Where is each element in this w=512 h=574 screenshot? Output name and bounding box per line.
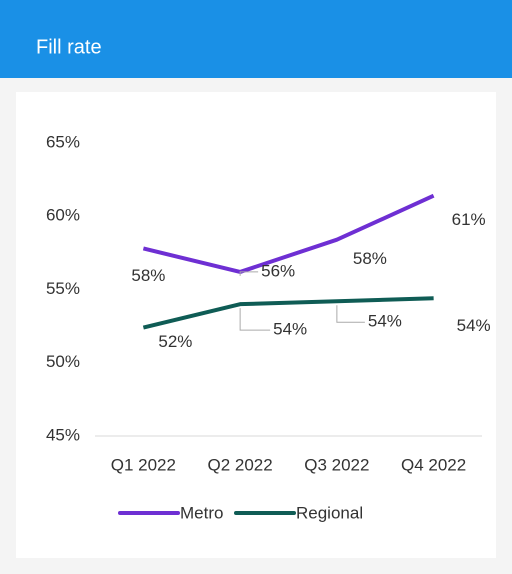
x-tick-label: Q3 2022	[304, 455, 369, 474]
y-tick-label: 55%	[46, 279, 80, 298]
data-label: 58%	[131, 266, 165, 285]
y-tick-label: 65%	[46, 132, 80, 151]
leader-line	[239, 308, 271, 331]
x-tick-label: Q4 2022	[401, 455, 466, 474]
series-line	[142, 193, 435, 274]
header	[0, 0, 512, 78]
leader-line	[336, 305, 365, 323]
x-tick-label: Q1 2022	[111, 455, 176, 474]
y-tick-label: 60%	[46, 206, 80, 225]
card	[16, 92, 496, 558]
data-label: 54%	[273, 320, 307, 339]
data-label: 58%	[353, 249, 387, 268]
series-line	[142, 296, 434, 330]
data-label: 54%	[457, 316, 491, 335]
data-label: 61%	[452, 210, 486, 229]
x-tick-label: Q2 2022	[208, 455, 273, 474]
data-label: 52%	[158, 332, 192, 351]
leader-line	[239, 271, 259, 276]
data-label: 54%	[368, 312, 402, 331]
chart-title: Fill rate	[36, 36, 102, 58]
legend-label: Regional	[296, 503, 363, 522]
data-label: 56%	[261, 261, 295, 280]
y-tick-label: 45%	[46, 425, 80, 444]
legend-label: Metro	[180, 503, 223, 522]
y-tick-label: 50%	[46, 352, 80, 371]
